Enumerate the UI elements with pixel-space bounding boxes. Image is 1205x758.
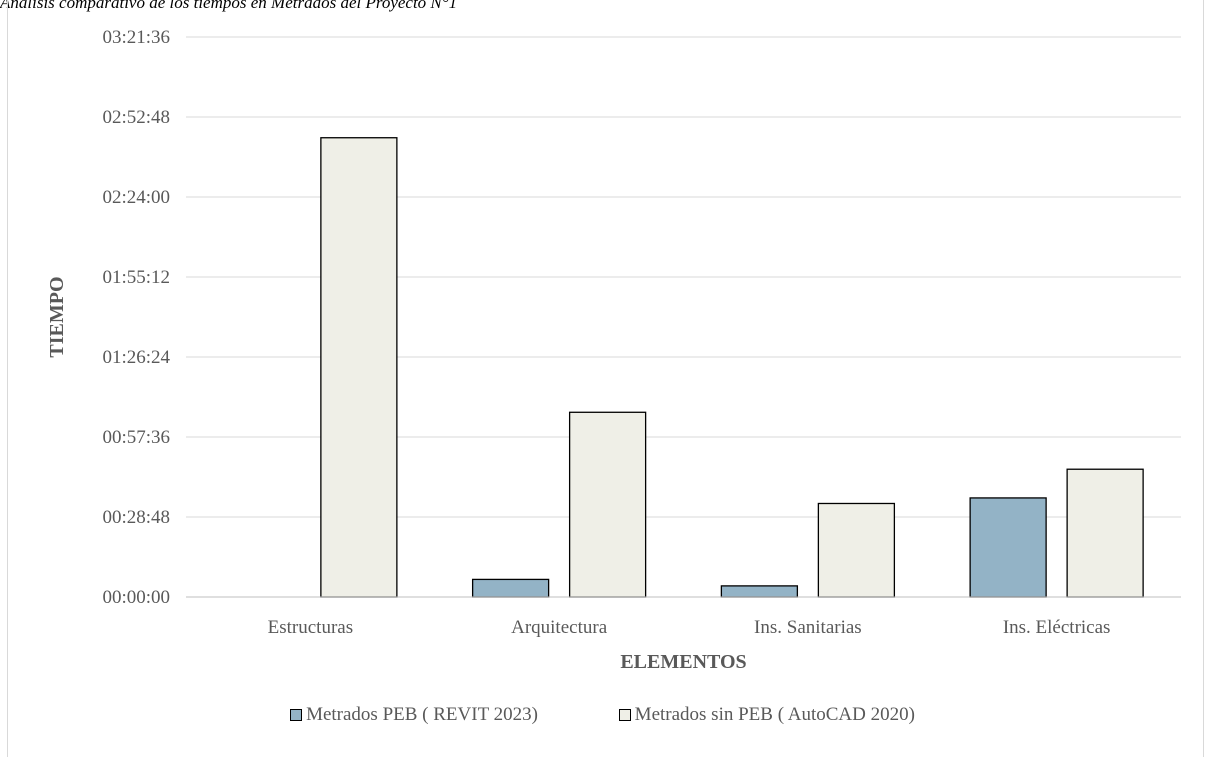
legend-item-revit: Metrados PEB ( REVIT 2023) xyxy=(290,704,538,726)
y-axis-title: TIEMPO xyxy=(46,276,68,357)
bar-autocad xyxy=(320,137,398,598)
bar-revit xyxy=(471,578,550,598)
bar-revit xyxy=(969,497,1047,598)
y-tick-label: 00:28:48 xyxy=(102,507,170,528)
x-tick-label: Ins. Sanitarias xyxy=(754,617,862,638)
chart-legend: Metrados PEB ( REVIT 2023) Metrados sin … xyxy=(0,704,1205,727)
y-tick-label: 01:26:24 xyxy=(102,347,170,368)
y-tick-label: 02:52:48 xyxy=(102,107,170,128)
legend-swatch-autocad xyxy=(618,709,631,721)
bar-autocad xyxy=(568,411,647,598)
x-tick-label: Ins. Eléctricas xyxy=(1003,617,1111,638)
y-tick-label: 00:57:36 xyxy=(102,427,170,448)
x-axis-title: ELEMENTOS xyxy=(620,651,746,673)
bar-revit xyxy=(720,585,799,598)
bar-autocad xyxy=(1066,468,1144,598)
legend-item-autocad: Metrados sin PEB ( AutoCAD 2020) xyxy=(618,704,915,726)
x-tick-label: Arquitectura xyxy=(511,617,608,638)
legend-label-autocad: Metrados sin PEB ( AutoCAD 2020) xyxy=(634,704,915,725)
y-tick-label: 00:00:00 xyxy=(102,587,170,608)
legend-swatch-revit xyxy=(290,709,303,721)
y-tick-label: 02:24:00 xyxy=(102,187,170,208)
y-tick-label: 03:21:36 xyxy=(102,27,170,48)
bar-autocad xyxy=(817,502,896,598)
legend-label-revit: Metrados PEB ( REVIT 2023) xyxy=(306,704,538,725)
chart-frame xyxy=(7,0,1204,757)
x-tick-label: Estructuras xyxy=(268,617,353,638)
y-tick-label: 01:55:12 xyxy=(102,267,170,288)
figure-caption: Análisis comparativo de los tiempos en M… xyxy=(0,0,458,12)
